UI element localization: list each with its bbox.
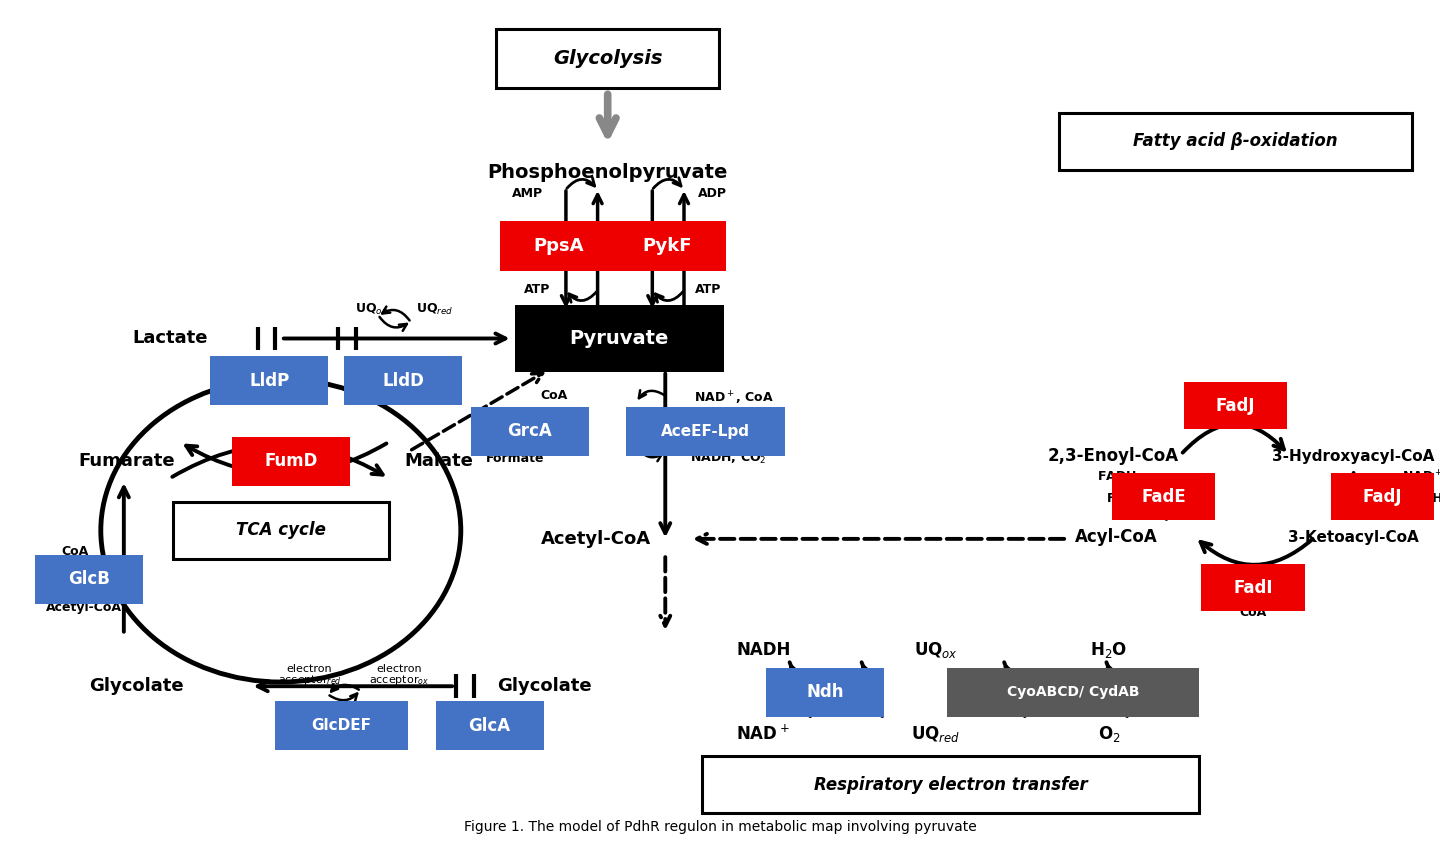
FancyBboxPatch shape bbox=[173, 502, 389, 559]
Text: FADH$_2$: FADH$_2$ bbox=[1097, 470, 1143, 485]
Text: ATP: ATP bbox=[524, 283, 550, 296]
FancyBboxPatch shape bbox=[471, 407, 589, 456]
Text: NAD$^+$: NAD$^+$ bbox=[1403, 470, 1440, 485]
Text: FAD: FAD bbox=[1107, 492, 1133, 505]
Text: LldP: LldP bbox=[249, 371, 289, 390]
Text: PpsA: PpsA bbox=[533, 237, 585, 255]
FancyBboxPatch shape bbox=[275, 701, 408, 750]
Text: 3-Hydroxyacyl-CoA: 3-Hydroxyacyl-CoA bbox=[1273, 449, 1434, 464]
Text: Glycolysis: Glycolysis bbox=[553, 50, 662, 68]
FancyBboxPatch shape bbox=[210, 356, 328, 405]
Text: Fatty acid β-oxidation: Fatty acid β-oxidation bbox=[1133, 132, 1338, 151]
FancyBboxPatch shape bbox=[766, 668, 884, 717]
Text: Figure 1. The model of PdhR regulon in metabolic map involving pyruvate: Figure 1. The model of PdhR regulon in m… bbox=[464, 820, 976, 834]
Text: Respiratory electron transfer: Respiratory electron transfer bbox=[814, 775, 1087, 794]
Text: TCA cycle: TCA cycle bbox=[236, 521, 325, 540]
FancyBboxPatch shape bbox=[1112, 473, 1215, 520]
Text: acceptor$_{ox}$: acceptor$_{ox}$ bbox=[369, 674, 429, 687]
Text: O$_2$: O$_2$ bbox=[1097, 724, 1120, 744]
FancyBboxPatch shape bbox=[948, 668, 1198, 717]
FancyBboxPatch shape bbox=[1060, 113, 1411, 170]
Text: 2,3-Enoyl-CoA: 2,3-Enoyl-CoA bbox=[1047, 447, 1179, 466]
Text: Acetyl-CoA: Acetyl-CoA bbox=[46, 601, 121, 615]
Text: GlcB: GlcB bbox=[68, 570, 111, 589]
FancyBboxPatch shape bbox=[232, 437, 350, 486]
Text: NADH: NADH bbox=[736, 641, 791, 659]
FancyBboxPatch shape bbox=[703, 756, 1198, 813]
Text: Glycolate: Glycolate bbox=[89, 677, 184, 695]
Text: NAD$^+$, CoA: NAD$^+$, CoA bbox=[694, 390, 775, 407]
Text: ATP: ATP bbox=[696, 283, 721, 296]
Text: Malate: Malate bbox=[405, 452, 474, 471]
Text: NAD$^+$: NAD$^+$ bbox=[736, 725, 791, 743]
FancyBboxPatch shape bbox=[1201, 564, 1305, 611]
Text: Acyl-CoA: Acyl-CoA bbox=[1074, 528, 1158, 546]
Text: acceptor$_{red}$: acceptor$_{red}$ bbox=[278, 674, 341, 687]
Text: Lactate: Lactate bbox=[132, 329, 207, 348]
Text: PykF: PykF bbox=[642, 237, 691, 255]
Text: CyoABCD/ CydAB: CyoABCD/ CydAB bbox=[1007, 685, 1139, 699]
Text: UQ$_{red}$: UQ$_{red}$ bbox=[912, 724, 960, 744]
Text: CoA: CoA bbox=[1240, 606, 1266, 620]
Text: FumD: FumD bbox=[264, 452, 318, 471]
Text: Ndh: Ndh bbox=[806, 683, 844, 701]
Text: Glycolate: Glycolate bbox=[497, 677, 592, 695]
FancyBboxPatch shape bbox=[344, 356, 462, 405]
Text: CoA: CoA bbox=[62, 545, 88, 558]
Text: AceEF-Lpd: AceEF-Lpd bbox=[661, 424, 750, 439]
FancyBboxPatch shape bbox=[516, 305, 723, 372]
Text: UQ$_{red}$: UQ$_{red}$ bbox=[416, 302, 454, 317]
Text: electron: electron bbox=[376, 664, 422, 674]
Text: Acetyl-CoA: Acetyl-CoA bbox=[541, 530, 651, 548]
Text: NADH, CO$_2$: NADH, CO$_2$ bbox=[690, 451, 768, 466]
FancyBboxPatch shape bbox=[495, 29, 720, 88]
Text: GrcA: GrcA bbox=[507, 422, 553, 440]
FancyBboxPatch shape bbox=[35, 555, 144, 604]
Text: electron: electron bbox=[287, 664, 333, 674]
Text: Formate: Formate bbox=[487, 452, 544, 466]
FancyBboxPatch shape bbox=[1184, 382, 1287, 429]
FancyBboxPatch shape bbox=[436, 701, 544, 750]
Text: FadJ: FadJ bbox=[1215, 397, 1256, 415]
Text: LldD: LldD bbox=[382, 371, 425, 390]
Text: UQ$_{ox}$: UQ$_{ox}$ bbox=[914, 640, 958, 660]
Text: FadJ: FadJ bbox=[1362, 488, 1403, 506]
Text: 3-Ketoacyl-CoA: 3-Ketoacyl-CoA bbox=[1289, 530, 1418, 545]
Text: Phosphoenolpyruvate: Phosphoenolpyruvate bbox=[488, 163, 727, 182]
Text: UQ$_{ox}$: UQ$_{ox}$ bbox=[354, 302, 389, 317]
Text: H$_2$O: H$_2$O bbox=[1090, 640, 1128, 660]
FancyBboxPatch shape bbox=[608, 221, 726, 271]
Text: Fumarate: Fumarate bbox=[78, 452, 176, 471]
Text: GlcDEF: GlcDEF bbox=[311, 718, 372, 733]
Text: FadI: FadI bbox=[1233, 578, 1273, 597]
FancyBboxPatch shape bbox=[626, 407, 785, 456]
Text: GlcA: GlcA bbox=[468, 717, 511, 735]
FancyBboxPatch shape bbox=[1331, 473, 1434, 520]
Text: FadE: FadE bbox=[1140, 488, 1187, 506]
FancyBboxPatch shape bbox=[500, 221, 618, 271]
Text: NADH: NADH bbox=[1403, 492, 1440, 505]
Text: AMP: AMP bbox=[511, 187, 543, 200]
Text: ADP: ADP bbox=[698, 187, 727, 200]
Text: Pyruvate: Pyruvate bbox=[569, 329, 670, 348]
Text: CoA: CoA bbox=[541, 389, 567, 402]
